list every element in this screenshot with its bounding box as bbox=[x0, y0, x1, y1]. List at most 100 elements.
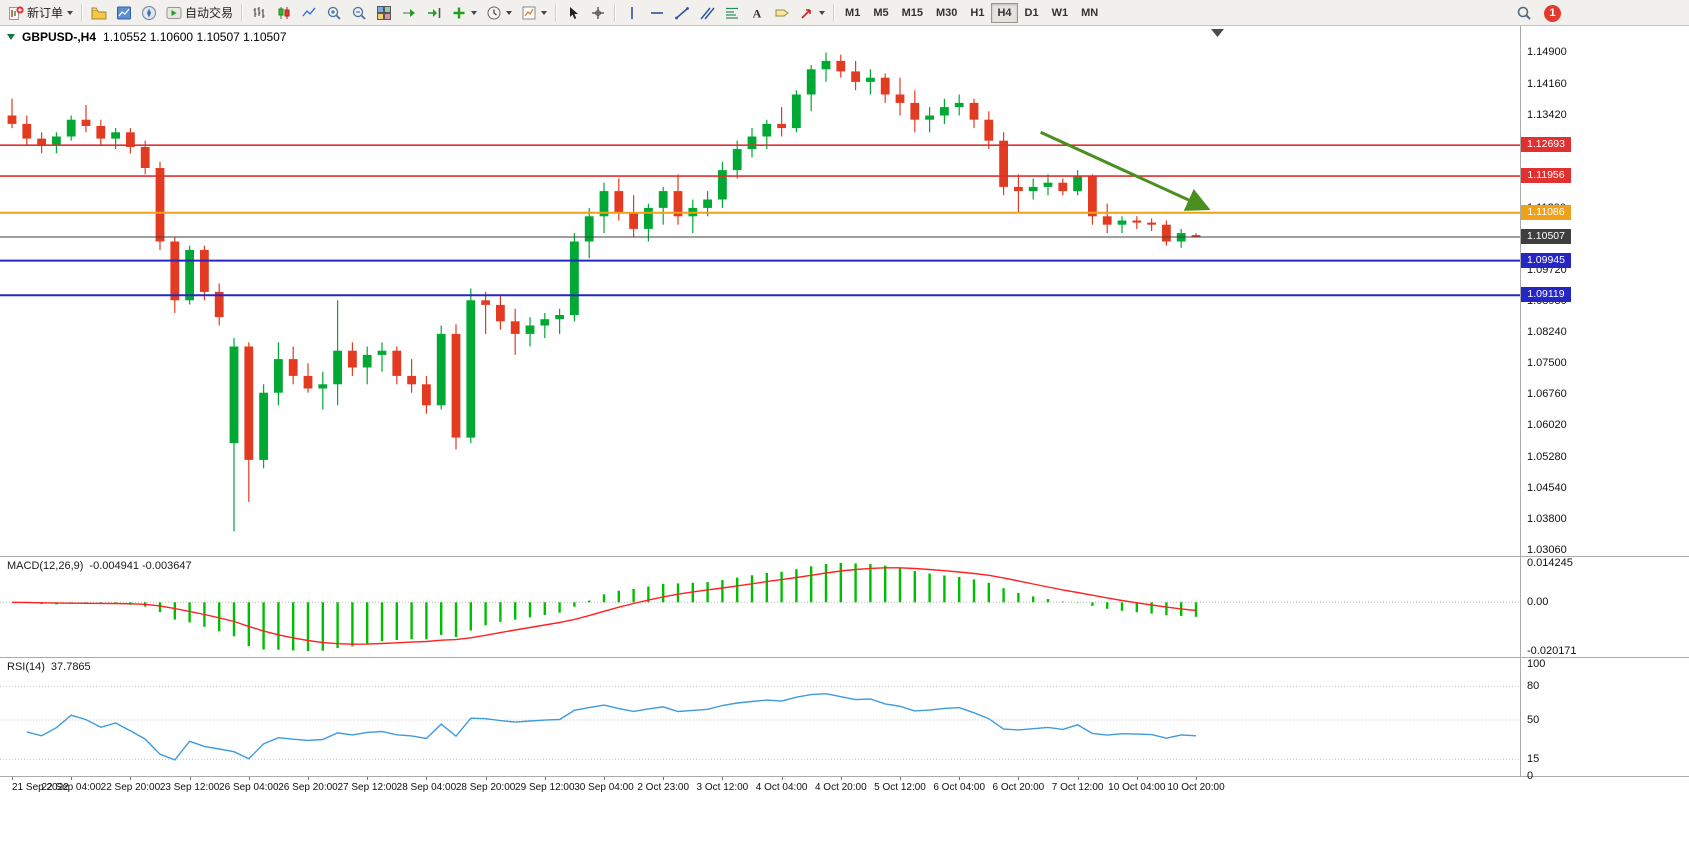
axis-tick-label: 100 bbox=[1527, 658, 1546, 670]
axis-tick-label: 1.08240 bbox=[1527, 326, 1567, 338]
price-level-badge: 1.12693 bbox=[1521, 137, 1571, 152]
time-label: 28 Sep 04:00 bbox=[396, 782, 457, 793]
timeframe-M5[interactable]: M5 bbox=[867, 3, 894, 23]
time-tick bbox=[604, 777, 605, 780]
toolbar-separator bbox=[555, 3, 558, 22]
horizontal-line-icon bbox=[651, 11, 664, 14]
time-label: 6 Oct 04:00 bbox=[933, 782, 986, 793]
panel-separator[interactable] bbox=[0, 556, 1689, 557]
toolbar-separator bbox=[833, 3, 836, 22]
time-tick bbox=[959, 777, 961, 780]
time-label: 26 Sep 20:00 bbox=[278, 782, 338, 793]
time-tick bbox=[189, 777, 191, 780]
rsi-panel-header: RSI(14) 37.7865 bbox=[7, 661, 91, 673]
rsi-canvas[interactable] bbox=[0, 658, 1520, 776]
time-tick bbox=[1077, 777, 1079, 780]
rsi-label: RSI(14) bbox=[7, 661, 45, 673]
timeframe-H4[interactable]: H4 bbox=[991, 2, 1018, 23]
new-order-button[interactable]: 新订单 bbox=[4, 2, 77, 24]
arrows-icon bbox=[801, 8, 811, 19]
time-label: 22 Sep 20:00 bbox=[100, 782, 161, 793]
time-tick bbox=[71, 777, 73, 780]
cursor-button[interactable] bbox=[561, 2, 585, 24]
timeframe-MN[interactable]: MN bbox=[1075, 3, 1104, 23]
chart-shift-marker bbox=[1211, 29, 1224, 37]
timeframe-group: M1 M5 M15 M30 H1 H4 D1 W1 MN bbox=[839, 2, 1104, 23]
charts-icon bbox=[91, 7, 107, 19]
navigator-button[interactable] bbox=[137, 2, 161, 24]
charts-button[interactable] bbox=[87, 2, 111, 24]
rsi-line bbox=[26, 692, 1197, 761]
price-axis-separator bbox=[1520, 26, 1521, 777]
tile-windows-button[interactable] bbox=[372, 2, 396, 24]
bar-chart-button[interactable] bbox=[247, 2, 271, 24]
search-button[interactable] bbox=[1512, 2, 1536, 24]
axis-tick-label: 1.06020 bbox=[1527, 419, 1567, 431]
timeframe-M30[interactable]: M30 bbox=[930, 3, 963, 23]
time-tick bbox=[781, 777, 783, 780]
horizontal-line-button[interactable] bbox=[645, 2, 669, 24]
time-label: 10 Oct 04:00 bbox=[1108, 782, 1166, 793]
text-label-button[interactable] bbox=[770, 2, 794, 24]
candlestick-chart-button[interactable] bbox=[272, 2, 296, 24]
fibonacci-icon bbox=[726, 7, 739, 19]
trendline-button[interactable] bbox=[670, 2, 694, 24]
zoom-in-button[interactable] bbox=[322, 2, 346, 24]
axis-tick-label: -0.020171 bbox=[1527, 645, 1577, 657]
periods-button[interactable] bbox=[482, 2, 516, 24]
autotrading-button[interactable]: 自动交易 bbox=[162, 2, 237, 24]
axis-tick-label: 1.14900 bbox=[1527, 46, 1567, 58]
fibonacci-button[interactable] bbox=[720, 2, 744, 24]
time-tick bbox=[900, 777, 901, 780]
caret-down-icon bbox=[67, 10, 74, 15]
timeframe-M15[interactable]: M15 bbox=[896, 3, 929, 23]
toolbar-separator bbox=[614, 3, 617, 22]
timeframe-W1[interactable]: W1 bbox=[1046, 3, 1075, 23]
timeframe-D1[interactable]: D1 bbox=[1019, 3, 1045, 23]
crosshair-button[interactable] bbox=[586, 2, 610, 24]
macd-label: MACD(12,26,9) bbox=[7, 560, 84, 572]
axis-tick-label: 0.014245 bbox=[1527, 557, 1573, 569]
panel-separator[interactable] bbox=[0, 776, 1689, 777]
axis-tick-label: 1.04540 bbox=[1527, 482, 1567, 494]
equidistant-channel-button[interactable] bbox=[695, 2, 719, 24]
time-tick bbox=[130, 777, 132, 780]
time-label: 29 Sep 12:00 bbox=[515, 782, 575, 793]
toolbar-separator bbox=[241, 3, 244, 22]
time-label: 22 Sep 04:00 bbox=[41, 782, 101, 793]
timeframe-M1[interactable]: M1 bbox=[839, 3, 866, 23]
panel-separator[interactable] bbox=[0, 657, 1689, 658]
macd-canvas[interactable] bbox=[0, 557, 1520, 657]
indicators-button[interactable] bbox=[447, 2, 481, 24]
price-axis[interactable]: 1.149001.141601.134201.126801.119401.112… bbox=[1520, 26, 1689, 782]
text-label-icon bbox=[775, 9, 789, 16]
caret-down-icon bbox=[471, 10, 478, 15]
templates-button[interactable] bbox=[517, 2, 551, 24]
tile-windows-icon bbox=[377, 5, 392, 20]
chart-header: GBPUSD-,H4 1.10552 1.10600 1.10507 1.105… bbox=[7, 30, 287, 44]
vertical-line-button[interactable] bbox=[620, 2, 644, 24]
time-axis[interactable]: 21 Sep 2022 22 Sep 04:00 22 Sep 20:00 23 Se… bbox=[0, 777, 1689, 797]
axis-tick-label: 50 bbox=[1527, 714, 1540, 726]
toolbar: 新订单 自动交易 bbox=[0, 0, 1689, 26]
arrows-button[interactable] bbox=[795, 2, 829, 24]
line-chart-button[interactable] bbox=[297, 2, 321, 24]
price-chart-canvas[interactable] bbox=[0, 26, 1520, 556]
axis-tick-label: 1.14160 bbox=[1527, 78, 1567, 90]
time-tick bbox=[544, 777, 546, 780]
toolbar-right-group: 1 bbox=[1512, 0, 1561, 26]
chart-shift-button[interactable] bbox=[422, 2, 446, 24]
time-label: 4 Oct 20:00 bbox=[814, 782, 867, 793]
profiles-icon bbox=[117, 6, 132, 19]
auto-scroll-button[interactable] bbox=[397, 2, 421, 24]
notifications-badge[interactable]: 1 bbox=[1544, 4, 1561, 22]
timeframe-H1[interactable]: H1 bbox=[964, 3, 990, 23]
profiles-button[interactable] bbox=[112, 2, 136, 24]
text-button[interactable]: A bbox=[745, 2, 769, 24]
price-level-badge: 1.09119 bbox=[1521, 287, 1571, 302]
axis-tick-label: 1.05280 bbox=[1527, 451, 1567, 463]
axis-tick-label: 80 bbox=[1527, 680, 1540, 692]
axis-tick-label: 0.00 bbox=[1527, 596, 1549, 608]
time-tick bbox=[12, 777, 13, 780]
zoom-out-button[interactable] bbox=[347, 2, 371, 24]
